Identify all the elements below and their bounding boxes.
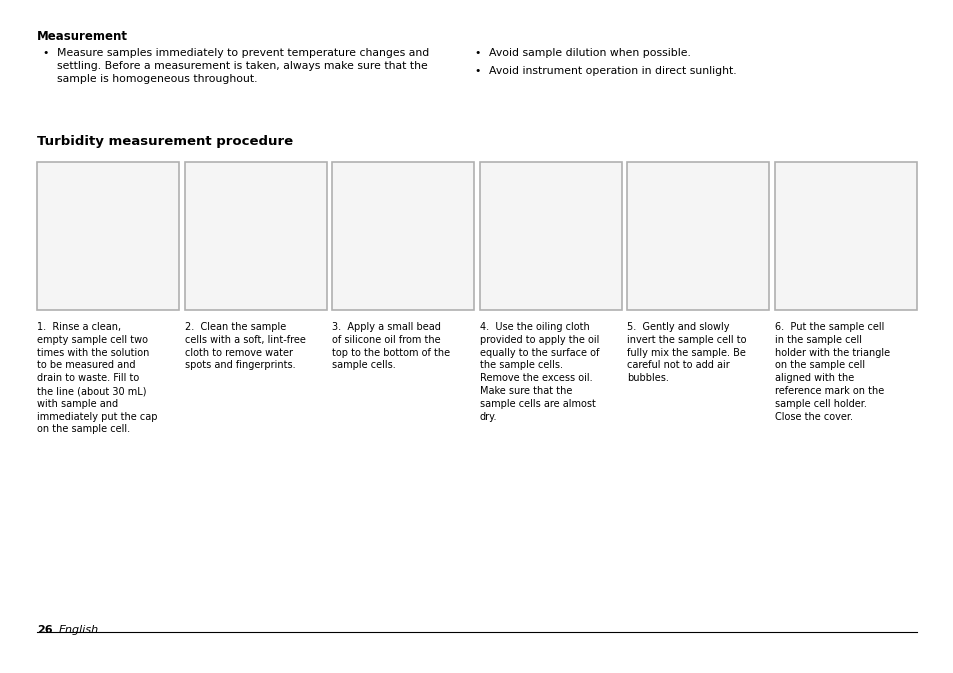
Text: 2.  Clean the sample
cells with a soft, lint-free
cloth to remove water
spots an: 2. Clean the sample cells with a soft, l… bbox=[184, 322, 305, 370]
FancyBboxPatch shape bbox=[37, 162, 179, 310]
FancyBboxPatch shape bbox=[184, 162, 326, 310]
Text: 5.  Gently and slowly
invert the sample cell to
fully mix the sample. Be
careful: 5. Gently and slowly invert the sample c… bbox=[627, 322, 746, 383]
FancyBboxPatch shape bbox=[479, 162, 621, 310]
Text: 1.  Rinse a clean,
empty sample cell two
times with the solution
to be measured : 1. Rinse a clean, empty sample cell two … bbox=[37, 322, 157, 434]
FancyBboxPatch shape bbox=[774, 162, 916, 310]
Text: Avoid instrument operation in direct sunlight.: Avoid instrument operation in direct sun… bbox=[489, 67, 737, 77]
Text: 26: 26 bbox=[37, 625, 52, 635]
Text: English: English bbox=[59, 625, 99, 635]
Text: 3.  Apply a small bead
of silicone oil from the
top to the bottom of the
sample : 3. Apply a small bead of silicone oil fr… bbox=[332, 322, 450, 370]
FancyBboxPatch shape bbox=[332, 162, 474, 310]
Text: 4.  Use the oiling cloth
provided to apply the oil
equally to the surface of
the: 4. Use the oiling cloth provided to appl… bbox=[479, 322, 598, 421]
Text: •: • bbox=[474, 67, 480, 77]
Text: Turbidity measurement procedure: Turbidity measurement procedure bbox=[37, 135, 293, 148]
Text: •: • bbox=[474, 48, 480, 58]
Text: Avoid sample dilution when possible.: Avoid sample dilution when possible. bbox=[489, 48, 691, 58]
Text: Measure samples immediately to prevent temperature changes and
settling. Before : Measure samples immediately to prevent t… bbox=[57, 48, 429, 84]
Text: 6.  Put the sample cell
in the sample cell
holder with the triangle
on the sampl: 6. Put the sample cell in the sample cel… bbox=[774, 322, 889, 421]
Text: •: • bbox=[42, 48, 49, 58]
Text: Measurement: Measurement bbox=[37, 30, 128, 43]
FancyBboxPatch shape bbox=[627, 162, 769, 310]
